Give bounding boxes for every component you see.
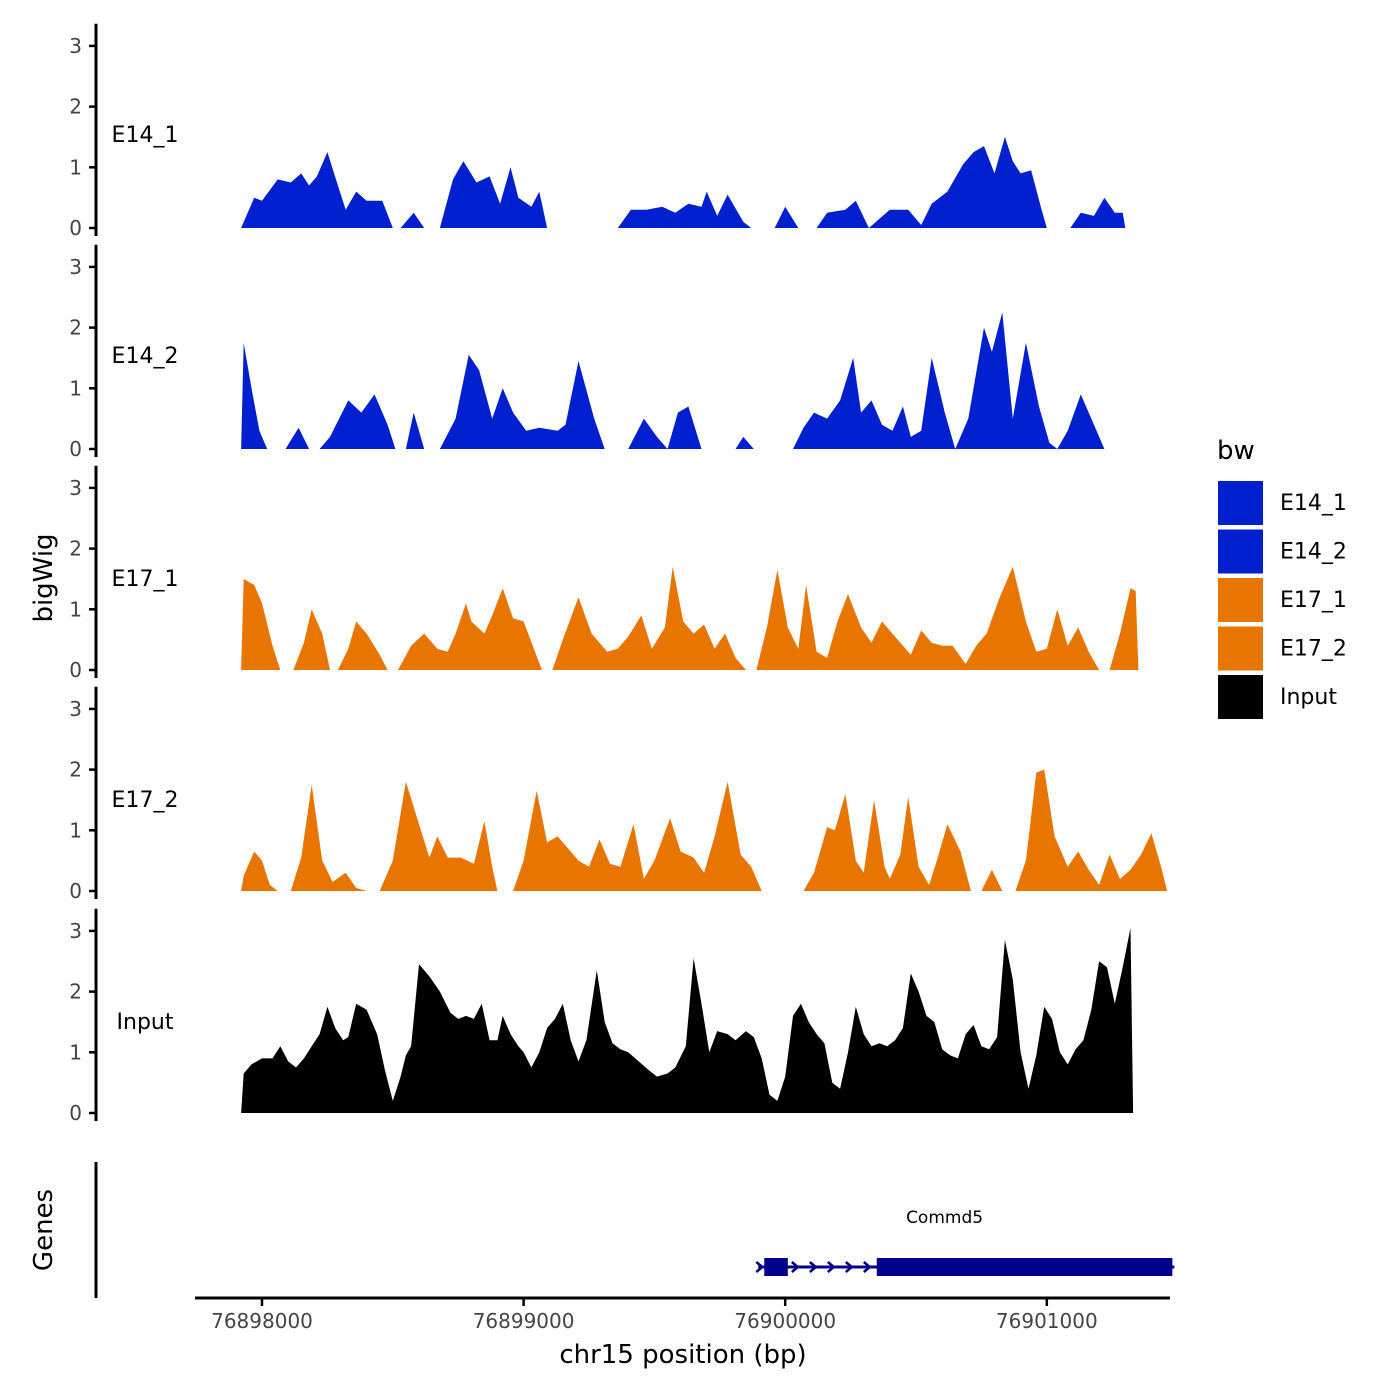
track-e17-2: 0 1 2 3 E17_2 bbox=[69, 686, 1168, 903]
y-tick-label: 3 bbox=[69, 476, 82, 500]
legend-swatch-input bbox=[1218, 675, 1263, 719]
signal-tracks: 0 1 2 3 E14_1 0 1 2 3 E14_2 0 1 2 3 E17_1 0 1 2 3 E17_2 0 1 2 3… bbox=[69, 23, 1168, 1125]
signal-area-e17-2 bbox=[241, 769, 1168, 891]
gene-exon bbox=[764, 1258, 788, 1276]
legend: bw E14_1 E14_2 E17_1 E17_2 Input bbox=[1217, 436, 1347, 719]
legend-swatch-e14-1 bbox=[1218, 481, 1263, 525]
legend-label-e14-1: E14_1 bbox=[1280, 491, 1347, 516]
y-tick-label: 1 bbox=[69, 597, 82, 621]
y-tick-label: 0 bbox=[69, 437, 82, 461]
track-label-e14-1: E14_1 bbox=[112, 123, 179, 148]
legend-title: bw bbox=[1217, 436, 1255, 466]
track-label-e17-2: E17_2 bbox=[112, 788, 179, 813]
track-e14-1: 0 1 2 3 E14_1 bbox=[69, 23, 1126, 240]
signal-area-e17-1 bbox=[241, 566, 1139, 670]
strand-arrow-icon bbox=[755, 1261, 765, 1273]
signal-area-e14-1 bbox=[241, 136, 1126, 228]
x-tick-label: 76898000 bbox=[211, 1309, 313, 1333]
genes-axis-label: Genes bbox=[29, 1189, 59, 1271]
x-tick-label: 76900000 bbox=[734, 1309, 836, 1333]
legend-swatch-e14-2 bbox=[1218, 529, 1263, 574]
gene-track: Commd5 bbox=[755, 1208, 1175, 1276]
x-tick-label: 76901000 bbox=[996, 1309, 1098, 1333]
y-tick-label: 1 bbox=[69, 818, 82, 842]
track-input: 0 1 2 3 Input bbox=[69, 908, 1134, 1125]
y-tick-label: 3 bbox=[69, 34, 82, 58]
y-tick-label: 2 bbox=[69, 316, 82, 340]
y-tick-label: 1 bbox=[69, 376, 82, 400]
track-label-input: Input bbox=[117, 1010, 174, 1035]
signal-area-e14-2 bbox=[241, 312, 1105, 449]
y-tick-label: 3 bbox=[69, 919, 82, 943]
track-e14-2: 0 1 2 3 E14_2 bbox=[69, 244, 1105, 461]
gene-exon bbox=[876, 1258, 1173, 1276]
gene-annotation-panel: Genes Commd5 bbox=[29, 1162, 1175, 1298]
legend-swatch-e17-1 bbox=[1218, 578, 1263, 622]
legend-label-e14-2: E14_2 bbox=[1280, 540, 1347, 565]
legend-swatch-e17-2 bbox=[1218, 626, 1263, 671]
signal-area-input bbox=[241, 927, 1134, 1113]
y-tick-label: 2 bbox=[69, 758, 82, 782]
x-axis-label: chr15 position (bp) bbox=[559, 1340, 806, 1370]
track-label-e17-1: E17_1 bbox=[112, 567, 179, 592]
strand-arrow-icon bbox=[845, 1261, 854, 1273]
y-tick-label: 3 bbox=[69, 255, 82, 279]
x-tick-label: 76899000 bbox=[473, 1309, 575, 1333]
x-axis: 76898000 76899000 76900000 76901000 bbox=[195, 1296, 1170, 1333]
strand-arrow-icon bbox=[863, 1261, 872, 1273]
track-label-e14-2: E14_2 bbox=[112, 344, 179, 369]
y-tick-label: 2 bbox=[69, 537, 82, 561]
legend-label-e17-2: E17_2 bbox=[1280, 637, 1347, 662]
strand-arrow-icon bbox=[791, 1261, 800, 1273]
y-tick-label: 2 bbox=[69, 980, 82, 1004]
gene-name-label: Commd5 bbox=[906, 1208, 983, 1228]
y-tick-label: 0 bbox=[69, 216, 82, 240]
strand-arrow-icon bbox=[827, 1261, 836, 1273]
y-axis-label: bigWig bbox=[29, 533, 59, 622]
y-tick-label: 1 bbox=[69, 155, 82, 179]
track-e17-1: 0 1 2 3 E17_1 bbox=[69, 465, 1139, 682]
legend-label-e17-1: E17_1 bbox=[1280, 588, 1347, 613]
strand-arrow-icon bbox=[809, 1261, 818, 1273]
y-tick-label: 0 bbox=[69, 879, 82, 903]
y-tick-label: 1 bbox=[69, 1040, 82, 1064]
y-tick-label: 0 bbox=[69, 658, 82, 682]
y-tick-label: 3 bbox=[69, 697, 82, 721]
legend-label-input: Input bbox=[1280, 685, 1337, 710]
y-tick-label: 2 bbox=[69, 95, 82, 119]
y-tick-label: 0 bbox=[69, 1101, 82, 1125]
